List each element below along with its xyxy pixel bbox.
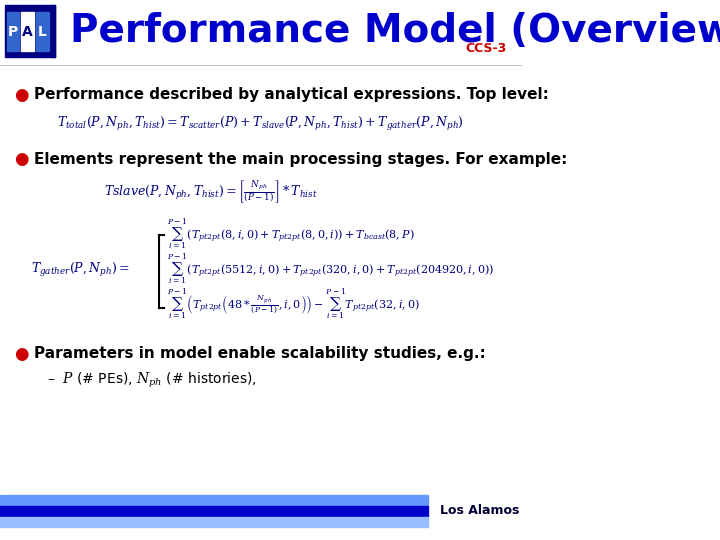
Bar [6,12,19,51]
Bar [0,0,522,65]
Text: ●: ● [14,345,28,363]
Text: Los Alamos: Los Alamos [441,504,520,517]
Bar [50,5,55,57]
Text: L: L [38,25,47,39]
Bar [0,506,428,516]
Text: $Tslave(P, N_{ph}, T_{hist}) = \left[\frac{N_{ph}}{(P-1)}\right] * T_{hist}$: $Tslave(P, N_{ph}, T_{hist}) = \left[\fr… [104,178,318,205]
Bar [5,5,55,57]
Text: ●: ● [14,150,28,168]
Text: $\sum_{i=1}^{P-1}\left(T_{pt2pt}(5512,i,0) + T_{pt2pt}(320,i,0) + T_{pt2pt}(2049: $\sum_{i=1}^{P-1}\left(T_{pt2pt}(5512,i,… [167,253,494,287]
Text: CCS-3: CCS-3 [465,42,506,55]
Text: –  $P$ (# PEs), $N_{ph}$ (# histories),: – $P$ (# PEs), $N_{ph}$ (# histories), [47,371,257,390]
Text: Performance described by analytical expressions. Top level:: Performance described by analytical expr… [34,87,549,102]
Text: $T_{total}(P, N_{ph}, T_{hist}) = T_{scatter}(P) + T_{slave}(P, N_{ph}, T_{hist}: $T_{total}(P, N_{ph}, T_{hist}) = T_{sca… [58,115,464,133]
Bar [0,495,428,505]
Text: P: P [8,25,18,39]
Bar [22,12,34,51]
Text: Parameters in model enable scalability studies, e.g.:: Parameters in model enable scalability s… [34,346,486,361]
Bar [0,517,428,526]
Bar [36,12,48,51]
Text: Performance Model (Overview): Performance Model (Overview) [71,12,720,50]
Text: ●: ● [14,85,28,104]
Text: $\sum_{i=1}^{P-1}\left(T_{pt2pt}\left(48*\frac{N_{ph}}{(P-1)},i,0\right)\right) : $\sum_{i=1}^{P-1}\left(T_{pt2pt}\left(48… [167,288,420,322]
Text: Elements represent the main processing stages. For example:: Elements represent the main processing s… [34,152,567,167]
Text: $T_{gather}(P, N_{ph}) = $: $T_{gather}(P, N_{ph}) = $ [31,261,130,279]
Text: A: A [22,25,33,39]
Text: $\sum_{i=1}^{P-1}\left(T_{pt2pt}(8,i,0) + T_{pt2pt}(8,0,i)\right) + T_{bcast}(8,: $\sum_{i=1}^{P-1}\left(T_{pt2pt}(8,i,0) … [167,218,415,252]
